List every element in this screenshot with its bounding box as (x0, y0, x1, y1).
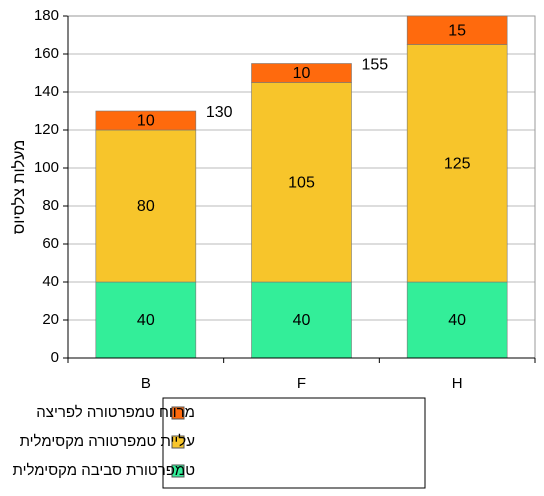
value-label: 80 (137, 198, 155, 215)
y-tick-label: 20 (42, 311, 59, 328)
legend (162, 397, 426, 489)
legend-label: מרווח טמפרטורה לפריצה (36, 404, 195, 421)
y-tick-label: 140 (34, 83, 59, 100)
bar-segment (251, 63, 352, 83)
bar-segment (251, 82, 352, 283)
value-label: 10 (293, 65, 311, 82)
y-tick-label: 60 (42, 235, 59, 252)
value-label: 40 (448, 312, 466, 329)
value-label: 10 (137, 113, 155, 130)
bar-segment (406, 15, 508, 45)
x-tick-label: F (297, 375, 306, 392)
value-label: 125 (444, 155, 471, 172)
value-label: 40 (293, 312, 311, 329)
total-label: 130 (206, 104, 233, 121)
bar-segment (406, 281, 508, 359)
legend-swatch (171, 406, 185, 420)
legend-swatch (171, 435, 185, 449)
bar-segment (406, 44, 508, 283)
x-tick-label: B (141, 375, 151, 392)
y-tick-label: 100 (34, 159, 59, 176)
legend-swatch (171, 464, 185, 478)
legend-label: טמפרטורת סביבה מקסימלית (13, 462, 195, 479)
y-tick-label: 80 (42, 197, 59, 214)
legend-label: עליית טמפרטורה מקסימלית (20, 433, 195, 450)
x-tick-label: H (452, 375, 463, 392)
total-label: 155 (362, 57, 389, 74)
value-label: 40 (137, 312, 155, 329)
y-tick-label: 120 (34, 121, 59, 138)
value-label: 15 (448, 22, 466, 39)
value-label: 105 (288, 174, 315, 191)
y-axis-label: מעלות צלסיוס (10, 140, 28, 234)
y-tick-label: 40 (42, 273, 59, 290)
bar-segment (95, 110, 197, 131)
y-tick-label: 160 (34, 45, 59, 62)
y-tick-label: 180 (34, 7, 59, 24)
y-tick-label: 0 (51, 349, 59, 366)
